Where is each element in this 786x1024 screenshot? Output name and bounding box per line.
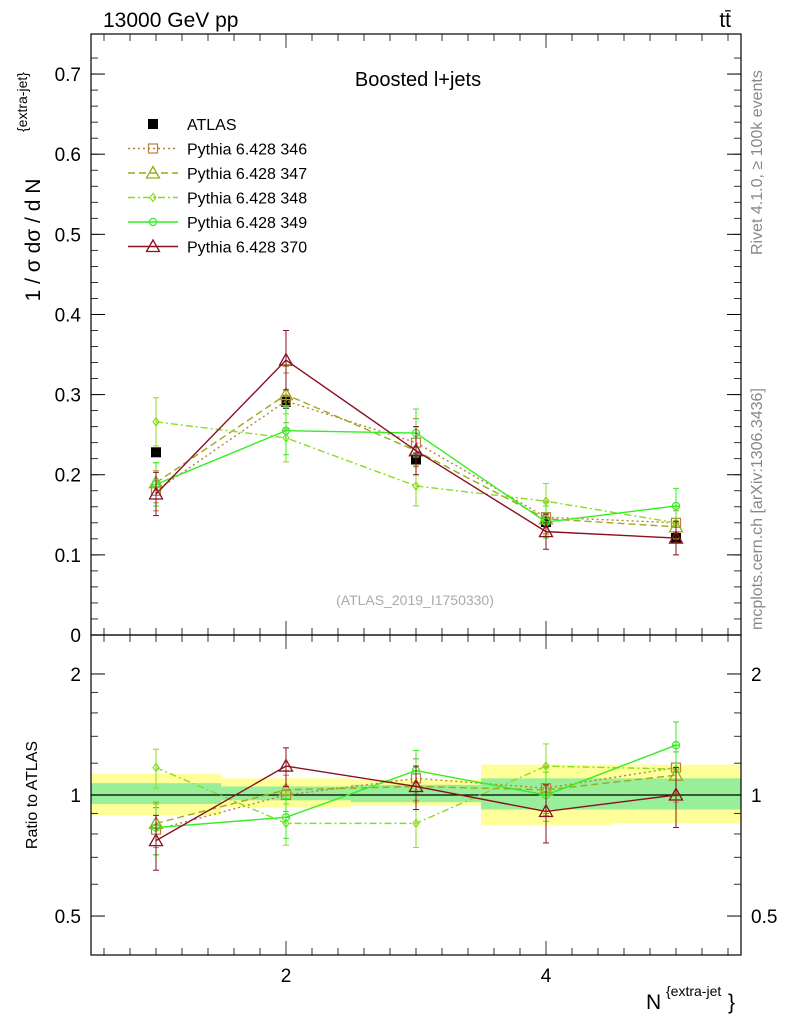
ratio-y-axis-title: Ratio to ATLAS xyxy=(24,741,41,849)
ratio-y-tick-label-right: 0.5 xyxy=(751,907,777,928)
main-point-atlas xyxy=(151,447,161,458)
ratio-point-p348 xyxy=(412,818,420,829)
main-y-axis-superscript: {extra-jet} xyxy=(14,72,30,132)
header-process-label: tt̄ xyxy=(719,9,731,32)
legend-label-atlas: ATLAS xyxy=(187,117,237,134)
main-point-p347 xyxy=(278,386,294,401)
ratio-point-p370 xyxy=(408,778,424,793)
main-y-axis-label: 1 / σ dσ / d N {extra-jet} xyxy=(14,72,45,302)
legend-marker-atlas xyxy=(148,119,158,129)
ratio-line-p348 xyxy=(155,765,677,825)
main-point-p370 xyxy=(278,352,294,366)
main-y-tick-label: 0.7 xyxy=(55,65,81,86)
mcplots-reference-label: mcplots.cern.ch [arXiv:1306.3436] xyxy=(749,388,766,630)
ratio-y-tick-label: 1 xyxy=(70,786,81,807)
ratio-point-p348 xyxy=(152,762,160,773)
main-y-tick-label: 0.6 xyxy=(55,145,81,166)
main-series-p370 xyxy=(148,329,684,556)
main-plot-panel: 0 0.1 0.2 0.3 0.4 0.5 0.6 0.7 Boosted l+jets (A… xyxy=(55,33,742,647)
ratio-point-p370 xyxy=(148,832,164,847)
rivet-version-label: Rivet 4.1.0, ≥ 100k events xyxy=(749,70,766,255)
main-point-p348 xyxy=(412,480,420,491)
main-point-p348 xyxy=(542,496,550,507)
main-y-tick-label: 0.1 xyxy=(55,546,81,567)
main-line-p346 xyxy=(155,400,677,524)
x-axis-label: N {extra-jet } xyxy=(646,983,735,1014)
main-y-tick-label: 0.4 xyxy=(55,305,82,326)
analysis-id-watermark: (ATLAS_2019_I1750330) xyxy=(336,592,494,608)
ratio-y-tick-label: 0.5 xyxy=(55,907,81,928)
ratio-uncertainty-band-inner xyxy=(91,783,221,804)
ratio-series-p370 xyxy=(148,747,684,871)
plot-title: Boosted l+jets xyxy=(355,69,481,91)
ratio-y-tick-label: 2 xyxy=(70,665,81,686)
ratio-plot-panel: 0.5 0.5 1 1 2 2 2 4 xyxy=(55,634,777,987)
ratio-point-p348 xyxy=(542,761,550,772)
main-point-p348 xyxy=(152,416,160,427)
legend-label-p349: Pythia 6.428 349 xyxy=(187,215,307,232)
legend-label-p348: Pythia 6.428 348 xyxy=(187,191,307,208)
ratio-y-tick-label-right: 1 xyxy=(751,786,762,807)
main-point-p370 xyxy=(148,486,164,500)
ratio-y-tick-label-right: 2 xyxy=(751,665,762,686)
ratio-point-p370 xyxy=(668,787,684,801)
ratio-line-p370 xyxy=(155,765,677,842)
main-y-tick-label: 0 xyxy=(70,626,81,647)
x-tick-label: 4 xyxy=(541,966,552,987)
ratio-point-p370 xyxy=(538,803,554,818)
legend-label-p370: Pythia 6.428 370 xyxy=(187,240,307,257)
x-axis-superscript-close: } xyxy=(728,991,735,1014)
main-y-tick-label: 0.3 xyxy=(55,386,81,407)
legend-label-p346: Pythia 6.428 346 xyxy=(187,142,307,159)
legend-marker-p348 xyxy=(149,192,157,203)
x-axis-superscript: {extra-jet xyxy=(666,983,721,999)
legend-marker-p370 xyxy=(145,238,161,253)
x-axis-title: N xyxy=(646,991,661,1014)
main-line-p370 xyxy=(155,359,677,539)
legend: ATLAS Pythia 6.428 346 Pythia 6.428 347 Pyt… xyxy=(128,117,307,257)
legend-label-p347: Pythia 6.428 347 xyxy=(187,166,307,183)
x-tick-label: 2 xyxy=(281,966,292,987)
main-point-p370 xyxy=(408,442,424,457)
main-y-tick-label: 0.2 xyxy=(55,466,81,487)
main-y-axis-title: 1 / σ dσ / d N xyxy=(22,179,45,302)
ratio-point-p370 xyxy=(278,758,294,772)
main-point-p370 xyxy=(538,523,554,538)
main-point-p370 xyxy=(668,530,684,544)
legend-marker-p347 xyxy=(145,165,161,179)
header-beam-label: 13000 GeV pp xyxy=(103,9,238,32)
legend-marker-p346 xyxy=(147,143,159,154)
ratio-point-p347 xyxy=(278,782,294,796)
main-y-tick-label: 0.5 xyxy=(55,225,81,246)
